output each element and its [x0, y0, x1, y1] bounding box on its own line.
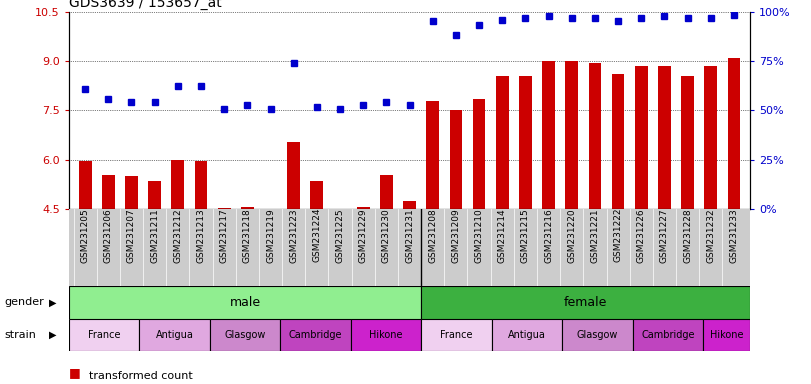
Bar: [102, 175, 114, 209]
Bar: [351, 319, 421, 351]
Text: ▶: ▶: [49, 330, 56, 340]
Bar: [633, 319, 703, 351]
Bar: [635, 66, 648, 209]
Text: transformed count: transformed count: [89, 371, 193, 381]
Bar: [727, 58, 740, 209]
Text: Hikone: Hikone: [710, 330, 744, 340]
Text: Cambridge: Cambridge: [642, 330, 695, 340]
Bar: [611, 74, 624, 209]
Bar: [241, 207, 254, 209]
Bar: [79, 162, 92, 209]
Bar: [69, 286, 421, 319]
Bar: [357, 207, 370, 209]
Text: ▶: ▶: [49, 297, 56, 308]
Bar: [543, 61, 555, 209]
Text: Hikone: Hikone: [369, 330, 403, 340]
Text: France: France: [440, 330, 473, 340]
Bar: [210, 319, 281, 351]
Bar: [491, 319, 562, 351]
Bar: [705, 66, 717, 209]
Bar: [703, 319, 750, 351]
Text: Cambridge: Cambridge: [289, 330, 342, 340]
Text: ■: ■: [69, 366, 80, 379]
Text: Antigua: Antigua: [508, 330, 546, 340]
Bar: [171, 160, 184, 209]
Bar: [69, 319, 139, 351]
Bar: [681, 76, 694, 209]
Bar: [421, 286, 750, 319]
Text: Antigua: Antigua: [156, 330, 194, 340]
Bar: [449, 111, 462, 209]
Bar: [589, 63, 601, 209]
Bar: [218, 208, 230, 209]
Bar: [125, 175, 138, 209]
Bar: [421, 319, 491, 351]
Bar: [473, 99, 486, 209]
Bar: [496, 76, 508, 209]
Text: France: France: [88, 330, 120, 340]
Bar: [287, 142, 300, 209]
Text: Glasgow: Glasgow: [225, 330, 266, 340]
Bar: [311, 181, 324, 209]
Bar: [658, 66, 671, 209]
Bar: [403, 201, 416, 209]
Text: GDS3639 / 153657_at: GDS3639 / 153657_at: [69, 0, 221, 10]
Bar: [148, 181, 161, 209]
Text: strain: strain: [4, 330, 36, 340]
Bar: [562, 319, 633, 351]
Text: Glasgow: Glasgow: [577, 330, 618, 340]
Bar: [565, 61, 578, 209]
Bar: [281, 319, 351, 351]
Bar: [519, 76, 532, 209]
Text: female: female: [564, 296, 607, 309]
Bar: [195, 162, 208, 209]
Bar: [139, 319, 210, 351]
Text: male: male: [230, 296, 260, 309]
Text: gender: gender: [4, 297, 44, 308]
Bar: [427, 101, 439, 209]
Bar: [380, 175, 393, 209]
